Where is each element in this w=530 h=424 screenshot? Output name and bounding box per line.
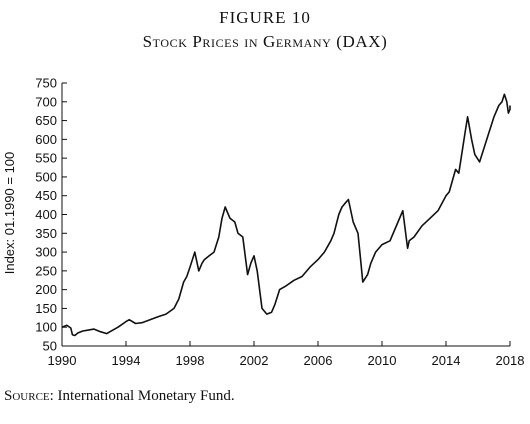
x-tick-label-1998: 1998 xyxy=(176,353,205,368)
y-tick-label-600: 600 xyxy=(35,132,57,147)
y-tick-label-250: 250 xyxy=(35,263,57,278)
dax-series-line xyxy=(61,93,511,337)
x-tick-label-1990: 1990 xyxy=(48,353,77,368)
y-tick-label-700: 700 xyxy=(35,94,57,109)
y-axis-label: Index: 01.1990 = 100 xyxy=(2,152,17,275)
x-tick-label-2006: 2006 xyxy=(304,353,333,368)
y-tick-label-650: 650 xyxy=(35,113,57,128)
source-note: Source: International Monetary Fund. xyxy=(4,388,235,405)
x-tick-label-2014: 2014 xyxy=(432,353,461,368)
source-lead: Source: xyxy=(4,388,54,404)
y-tick-label-550: 550 xyxy=(35,151,57,166)
y-tick-label-750: 750 xyxy=(35,76,57,91)
x-tick-label-2002: 2002 xyxy=(240,353,269,368)
y-tick-label-450: 450 xyxy=(35,188,57,203)
source-text: International Monetary Fund. xyxy=(53,388,235,404)
y-tick-label-400: 400 xyxy=(35,207,57,222)
x-tick-label-1994: 1994 xyxy=(112,353,141,368)
figure-title: Stock Prices in Germany (DAX) xyxy=(142,32,388,51)
x-axis-ticks: 1990 1994 1998 2002 2006 2010 2014 2018 xyxy=(48,341,525,368)
x-tick-label-2018: 2018 xyxy=(496,353,525,368)
x-tick-label-2010: 2010 xyxy=(368,353,397,368)
chart-axes xyxy=(61,83,510,347)
figure-number: FIGURE 10 xyxy=(219,8,311,27)
y-tick-label-50: 50 xyxy=(43,339,57,354)
y-axis-ticks: 50 100 150 200 250 300 350 400 450 500 550 600 650 70… xyxy=(35,76,67,354)
y-tick-label-300: 300 xyxy=(35,245,57,260)
y-tick-label-350: 350 xyxy=(35,226,57,241)
y-tick-label-200: 200 xyxy=(35,282,57,297)
y-tick-label-500: 500 xyxy=(35,169,57,184)
y-tick-label-100: 100 xyxy=(35,320,57,335)
y-tick-label-150: 150 xyxy=(35,301,57,316)
